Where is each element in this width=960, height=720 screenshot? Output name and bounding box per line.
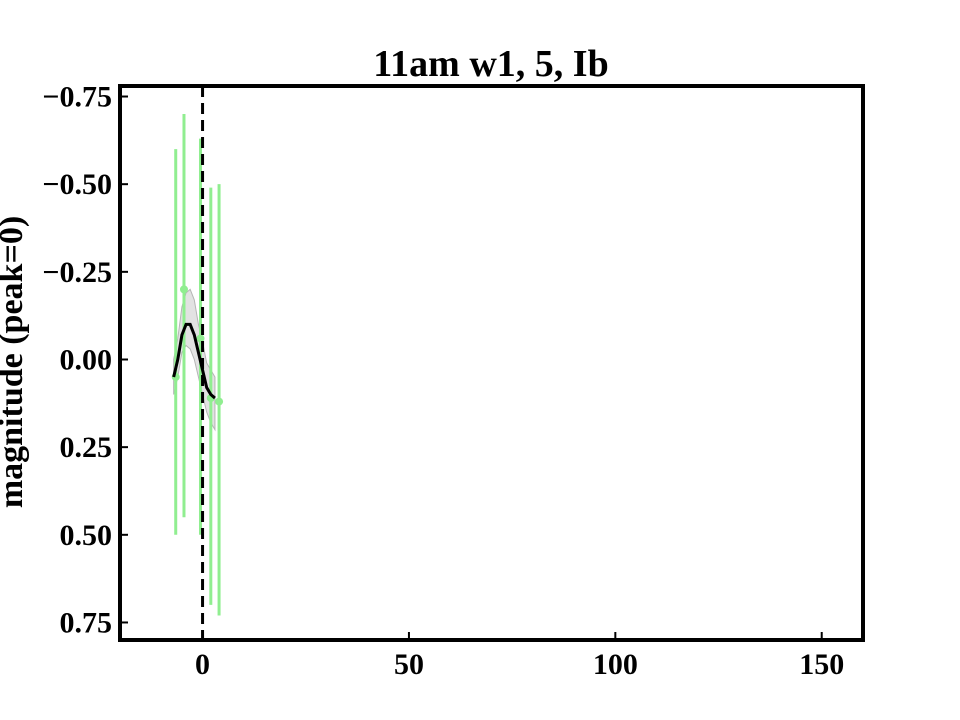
fit-uncertainty-band-layer [174, 289, 215, 429]
y-tick-label: 0.00 [60, 343, 113, 376]
fit-uncertainty-band [174, 289, 215, 429]
data-point-1 [180, 285, 188, 293]
y-tick-label: 0.75 [60, 606, 113, 639]
y-tick-label: 0.50 [60, 519, 113, 552]
data-point-4 [215, 398, 223, 406]
y-tick-label: −0.75 [42, 81, 112, 114]
plot-frame [120, 86, 863, 640]
y-axis-label: magnitude (peak=0) [0, 216, 30, 508]
y-tick-label: −0.25 [42, 256, 112, 289]
x-tick-label: 100 [593, 648, 638, 681]
x-tick-label: 0 [195, 648, 210, 681]
y-tick-label: −0.50 [42, 168, 112, 201]
y-tick-label: 0.25 [60, 431, 113, 464]
chart-title: 11am w1, 5, Ib [373, 43, 608, 85]
y-axis: −0.75 −0.50 −0.25 0.00 0.25 0.50 0.75 [42, 81, 128, 640]
x-tick-label: 50 [394, 648, 424, 681]
x-tick-label: 150 [799, 648, 844, 681]
